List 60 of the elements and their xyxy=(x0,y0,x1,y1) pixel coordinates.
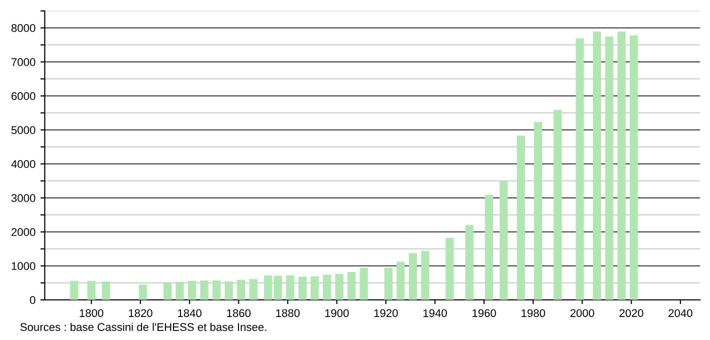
y-tick-label: 6000 xyxy=(12,92,36,100)
bar xyxy=(421,250,430,300)
bar xyxy=(102,282,110,300)
x-tick-label: 1820 xyxy=(128,309,152,318)
x-tick-label: 2040 xyxy=(668,309,692,318)
bar xyxy=(176,282,184,300)
bar xyxy=(70,280,78,300)
x-tick-label: 2020 xyxy=(620,309,644,318)
bar xyxy=(335,274,344,300)
bar xyxy=(212,280,221,300)
x-tick-label: 1960 xyxy=(472,309,496,318)
y-tick-label: 2000 xyxy=(12,228,36,236)
bar xyxy=(286,275,294,300)
x-tick-label: 1800 xyxy=(80,309,104,318)
x-tick-label: 1920 xyxy=(374,309,398,318)
bar xyxy=(534,122,542,300)
x-tick-label: 1860 xyxy=(227,309,251,318)
x-tick-label: 2000 xyxy=(570,309,594,318)
bar xyxy=(310,276,319,300)
bar xyxy=(465,225,474,300)
y-tick-label: 3000 xyxy=(11,194,36,202)
y-tick-label: 4000 xyxy=(11,160,36,168)
bar xyxy=(554,110,562,300)
bar xyxy=(188,280,196,300)
bar xyxy=(605,36,614,300)
bar xyxy=(264,275,272,300)
bar xyxy=(138,284,147,300)
x-tick-label: 1840 xyxy=(178,309,202,318)
y-tick-label: 7000 xyxy=(12,58,36,66)
bar xyxy=(630,35,638,300)
bar xyxy=(516,136,525,300)
bar xyxy=(163,282,172,300)
x-tick-label: 1900 xyxy=(325,309,349,318)
x-tick-label: 1940 xyxy=(423,309,447,318)
y-tick-label: 8000 xyxy=(11,24,36,32)
x-tick-label: 1980 xyxy=(522,309,546,318)
bar xyxy=(298,276,306,300)
bar xyxy=(484,194,494,300)
bar xyxy=(237,280,246,300)
bar xyxy=(200,280,208,300)
bar xyxy=(249,279,258,300)
bar xyxy=(576,38,584,300)
bar xyxy=(360,268,368,300)
y-tick-label: 1000 xyxy=(12,262,36,270)
bar xyxy=(592,32,602,300)
bar xyxy=(274,276,282,300)
bar xyxy=(408,253,417,300)
bar xyxy=(500,182,508,300)
bar xyxy=(322,274,332,300)
bar xyxy=(224,282,233,300)
bar xyxy=(87,280,96,300)
bar xyxy=(617,32,626,300)
x-tick-label: 1880 xyxy=(276,309,300,318)
bar xyxy=(347,272,356,300)
bar xyxy=(384,268,392,300)
y-tick-label: 0 xyxy=(30,296,36,304)
bar xyxy=(446,238,454,300)
y-tick-label: 5000 xyxy=(11,126,36,134)
source-note: Sources : base Cassini de l'EHESS et base Insee. xyxy=(20,322,266,332)
bar xyxy=(396,262,405,300)
